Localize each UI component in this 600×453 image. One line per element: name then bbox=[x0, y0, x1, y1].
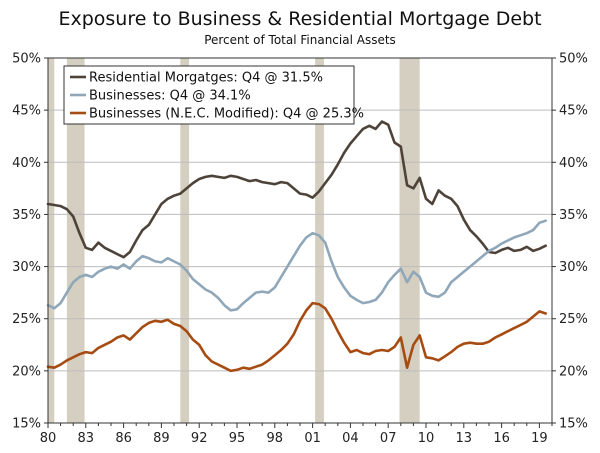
recession-band-2 bbox=[66, 58, 85, 423]
recession-band-1 bbox=[48, 58, 55, 423]
x-tick-label: 07 bbox=[380, 431, 397, 446]
recession-band-5 bbox=[399, 58, 420, 423]
series-line-1 bbox=[46, 120, 547, 259]
legend-box bbox=[63, 65, 355, 125]
x-tick-label: 19 bbox=[531, 431, 548, 446]
x-tick-label: 80 bbox=[40, 431, 57, 446]
gridlines bbox=[48, 109, 552, 372]
axes: 15% 15% 20% 20% 25% 25% 30% 30% 35% 35% 40% 40% 45% 4… bbox=[12, 52, 588, 447]
y-tick-label-left: 15% bbox=[12, 417, 41, 432]
legend-label-1: Residential Morgatges: Q4 @ 31.5% bbox=[89, 71, 323, 86]
legend-label-3: Businesses (N.E.C. Modified): Q4 @ 25.3% bbox=[89, 107, 364, 122]
x-tick-label: 95 bbox=[229, 431, 246, 446]
y-tick-label-right: 15% bbox=[559, 417, 588, 432]
y-tick-label-right: 40% bbox=[559, 156, 588, 171]
y-tick-label-right: 20% bbox=[559, 364, 588, 379]
y-tick-label-left: 25% bbox=[12, 312, 41, 327]
recession-band-4 bbox=[315, 58, 324, 423]
series-line-2 bbox=[46, 219, 547, 312]
y-tick-label-right: 35% bbox=[559, 208, 588, 223]
x-tick-label: 92 bbox=[191, 431, 208, 446]
x-tick-label: 04 bbox=[342, 431, 359, 446]
y-tick-label-left: 40% bbox=[12, 156, 41, 171]
y-tick-label-left: 30% bbox=[12, 260, 41, 275]
y-tick-label-left: 35% bbox=[12, 208, 41, 223]
chart-subtitle: Percent of Total Financial Assets bbox=[204, 33, 396, 47]
x-tick-label: 10 bbox=[418, 431, 435, 446]
legend: Residential Morgatges: Q4 @ 31.5% Busines… bbox=[63, 65, 364, 125]
y-tick-label-right: 25% bbox=[559, 312, 588, 327]
recession-shading bbox=[48, 58, 420, 423]
y-tick-label-right: 45% bbox=[559, 104, 588, 119]
y-tick-label-left: 50% bbox=[12, 52, 41, 67]
x-tick-label: 98 bbox=[267, 431, 284, 446]
y-tick-label-left: 45% bbox=[12, 104, 41, 119]
x-tick-label: 89 bbox=[153, 431, 170, 446]
y-tick-label-left: 20% bbox=[12, 364, 41, 379]
legend-label-2: Businesses: Q4 @ 34.1% bbox=[89, 89, 251, 104]
x-tick-label: 01 bbox=[304, 431, 321, 446]
x-tick-label: 83 bbox=[78, 431, 95, 446]
x-tick-label: 13 bbox=[456, 431, 473, 446]
series-lines bbox=[46, 120, 547, 373]
series-line-3 bbox=[46, 301, 547, 373]
recession-band-3 bbox=[180, 58, 190, 423]
y-tick-label-right: 50% bbox=[559, 52, 588, 67]
y-tick-label-right: 30% bbox=[559, 260, 588, 275]
x-tick-label: 86 bbox=[115, 431, 132, 446]
x-tick-label: 16 bbox=[493, 431, 510, 446]
chart-title: Exposure to Business & Residential Mortg… bbox=[58, 8, 541, 30]
